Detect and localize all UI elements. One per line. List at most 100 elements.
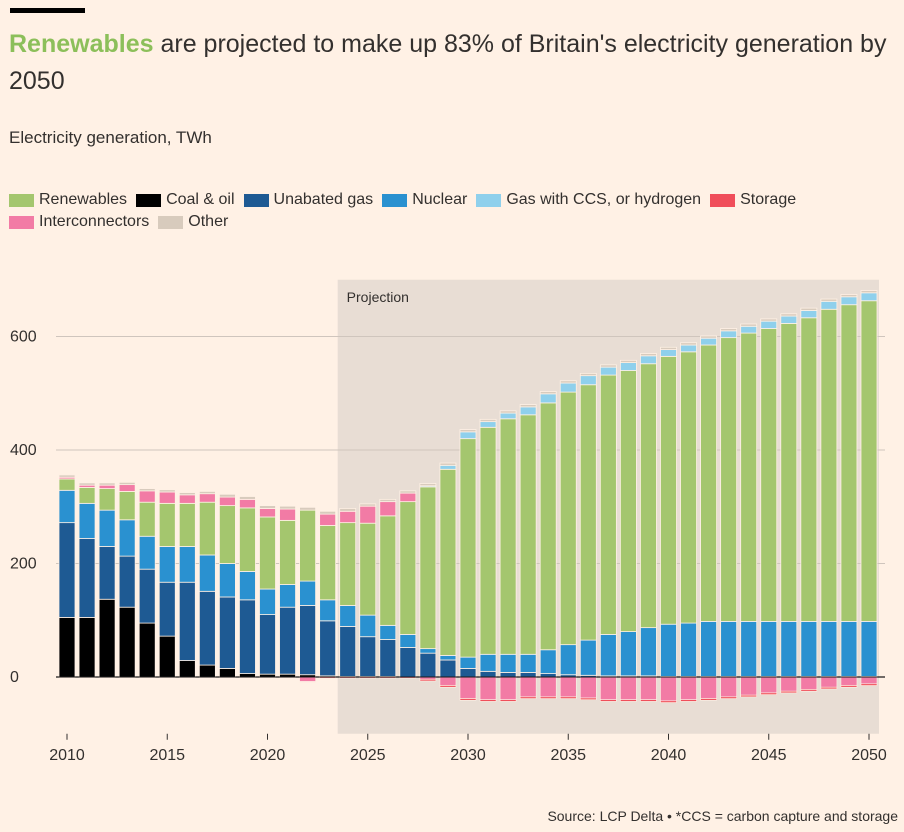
bar-nuclear-2045 (760, 620, 778, 677)
legend-swatch (136, 193, 162, 207)
bar-other-2041 (680, 342, 697, 346)
bar-other-2012 (98, 482, 116, 486)
bar-neg-interconnectors-2029 (439, 676, 457, 686)
bar-neg-storage-2034 (539, 696, 557, 699)
bar-nuclear-2039 (640, 627, 657, 677)
bar-gas-with-ccs-or-hydrogen-2038 (620, 362, 637, 371)
bar-nuclear-2043 (720, 620, 738, 677)
bar-renewables-2026 (379, 515, 397, 626)
chart-title: Renewables are projected to make up 83% … (9, 26, 894, 100)
bar-interconnectors-2020 (259, 508, 276, 518)
bar-neg-storage-2031 (479, 699, 497, 702)
bar-unabated-gas-2031 (479, 670, 497, 678)
bar-neg-storage-2040 (660, 700, 677, 703)
bar-unabated-gas-2029 (439, 659, 457, 678)
bar-interconnectors-2018 (218, 496, 236, 507)
bar-neg-storage-2033 (519, 696, 537, 699)
bar-nuclear-2048 (820, 620, 838, 677)
bar-interconnectors-2023 (319, 513, 337, 526)
bar-renewables-2048 (820, 308, 838, 622)
bar-neg-storage-2037 (600, 699, 617, 702)
bar-other-2011 (78, 482, 96, 486)
x-tick-label: 2025 (350, 747, 386, 764)
bar-neg-storage-2030 (459, 698, 477, 701)
bar-other-2044 (740, 323, 758, 327)
bar-renewables-2019 (239, 507, 256, 572)
bar-neg-interconnectors-2049 (840, 676, 858, 686)
bar-nuclear-2011 (78, 502, 96, 539)
bar-unabated-gas-2017 (198, 590, 216, 666)
bar-other-2022 (299, 506, 317, 511)
bar-other-2025 (359, 503, 377, 507)
bar-gas-with-ccs-or-hydrogen-2033 (519, 406, 537, 416)
bar-nuclear-2029 (439, 655, 457, 661)
legend-label: Nuclear (412, 191, 468, 208)
bar-renewables-2012 (98, 488, 116, 511)
bar-renewables-2036 (579, 384, 597, 641)
bar-renewables-2025 (359, 522, 377, 616)
legend-label: Renewables (39, 191, 128, 208)
bar-nuclear-2026 (379, 624, 397, 640)
bar-renewables-2045 (760, 328, 778, 622)
bar-neg-storage-2028 (419, 678, 437, 682)
bar-unabated-gas-2020 (259, 614, 276, 675)
bar-unabated-gas-2021 (279, 606, 296, 675)
bar-neg-interconnectors-2032 (499, 676, 517, 701)
bar-neg-interconnectors-2048 (820, 676, 838, 688)
bar-other-2014 (138, 488, 156, 492)
bar-other-2028 (419, 483, 437, 487)
legend-item-unabated-gas: Unabated gas (243, 191, 373, 209)
bar-unabated-gas-2033 (519, 672, 537, 678)
legend-swatch (476, 193, 502, 207)
bar-renewables-2035 (559, 391, 577, 646)
bar-neg-interconnectors-2050 (860, 676, 878, 685)
bar-other-2021 (279, 505, 296, 510)
bar-other-2036 (579, 372, 597, 377)
bar-other-2027 (399, 490, 417, 494)
bar-renewables-2042 (700, 344, 717, 622)
bar-nuclear-2024 (339, 605, 357, 627)
bar-gas-with-ccs-or-hydrogen-2035 (559, 382, 577, 393)
bar-renewables-2022 (299, 509, 317, 582)
bar-unabated-gas-2024 (339, 626, 357, 677)
bar-gas-with-ccs-or-hydrogen-2037 (599, 366, 617, 376)
bar-nuclear-2046 (780, 620, 798, 677)
bar-other-2040 (660, 346, 677, 350)
bar-renewables-2028 (419, 486, 437, 650)
bar-unabated-gas-2011 (78, 538, 96, 618)
bar-renewables-2010 (58, 478, 76, 491)
x-tick-label: 2045 (751, 747, 787, 764)
bar-neg-storage-2049 (840, 685, 858, 688)
bar-neg-storage-2038 (620, 699, 637, 702)
bar-renewables-2037 (599, 374, 617, 635)
bar-gas-with-ccs-or-hydrogen-2039 (640, 355, 657, 365)
bar-nuclear-2018 (218, 563, 236, 598)
bar-other-2010 (58, 474, 76, 478)
projection-label: Projection (347, 289, 409, 305)
bar-gas-with-ccs-or-hydrogen-2043 (720, 330, 738, 339)
bar-unabated-gas-2025 (359, 636, 377, 677)
bar-unabated-gas-2030 (459, 668, 477, 678)
bar-renewables-2038 (620, 370, 637, 632)
bar-nuclear-2025 (359, 614, 377, 638)
chart-subtitle: Electricity generation, TWh (9, 128, 212, 147)
bar-neg-storage-2048 (820, 686, 838, 690)
bar-neg-storage-2050 (860, 683, 878, 686)
brand-bar (10, 8, 85, 13)
legend-item-renewables: Renewables (9, 191, 127, 209)
bar-other-2045 (760, 318, 778, 322)
bar-renewables-2020 (259, 516, 276, 590)
bar-nuclear-2014 (138, 535, 156, 570)
bar-unabated-gas-2015 (158, 581, 176, 637)
legend-swatch (710, 193, 736, 207)
bar-other-2020 (259, 505, 276, 509)
bar-unabated-gas-2010 (58, 522, 76, 618)
bar-nuclear-2037 (599, 634, 617, 677)
bar-renewables-2050 (860, 300, 878, 622)
bar-other-2031 (479, 418, 497, 423)
bar-neg-interconnectors-2035 (559, 676, 577, 698)
bar-nuclear-2016 (178, 546, 196, 583)
bar-renewables-2024 (339, 522, 357, 606)
bar-unabated-gas-2012 (98, 546, 116, 600)
x-tick-label: 2015 (149, 747, 185, 764)
